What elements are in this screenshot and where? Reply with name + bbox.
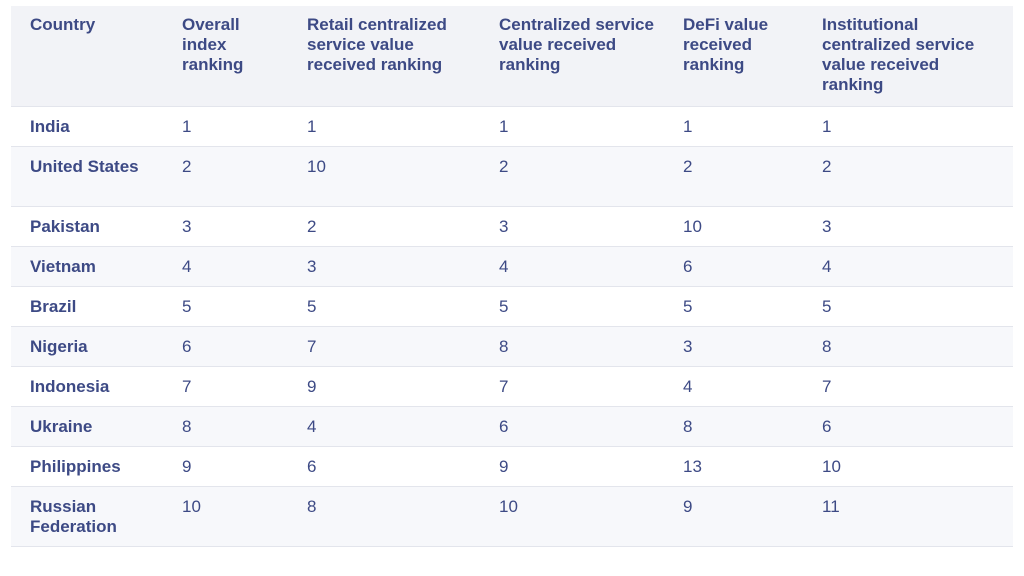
retail-rank-cell: 10 — [307, 156, 326, 176]
centralized-rank-cell: 4 — [499, 256, 509, 276]
institutional-rank-cell: 5 — [822, 296, 832, 316]
country-cell: Russian Federation — [30, 496, 117, 536]
retail-rank-cell: 5 — [307, 296, 317, 316]
retail-rank-cell: 4 — [307, 416, 317, 436]
centralized-rank-cell: 7 — [499, 376, 509, 396]
overall-rank-cell: 3 — [182, 216, 192, 236]
centralized-rank-cell: 10 — [499, 496, 518, 516]
retail-rank-cell: 8 — [307, 496, 317, 516]
overall-rank-cell: 1 — [182, 116, 192, 136]
header-retail-centralized-ranking: Retail centralized service value receive… — [288, 6, 480, 107]
overall-rank-cell: 2 — [182, 156, 192, 176]
country-ranking-table: Country Overall index ranking Retail cen… — [11, 6, 1013, 547]
header-country: Country — [11, 6, 163, 107]
institutional-rank-cell: 3 — [822, 216, 832, 236]
ranking-table-container: Country Overall index ranking Retail cen… — [11, 6, 1013, 547]
defi-rank-cell: 3 — [683, 336, 693, 356]
retail-rank-cell: 6 — [307, 456, 317, 476]
retail-rank-cell: 2 — [307, 216, 317, 236]
overall-rank-cell: 9 — [182, 456, 192, 476]
table-header: Country Overall index ranking Retail cen… — [11, 6, 1013, 107]
table-row: Indonesia 7 9 7 4 7 — [11, 366, 1013, 406]
table-row: Brazil 5 5 5 5 5 — [11, 286, 1013, 326]
header-defi-ranking: DeFi value received ranking — [664, 6, 803, 107]
centralized-rank-cell: 9 — [499, 456, 509, 476]
overall-rank-cell: 5 — [182, 296, 192, 316]
table-row: India 1 1 1 1 1 — [11, 106, 1013, 146]
retail-rank-cell: 7 — [307, 336, 317, 356]
country-cell: Philippines — [30, 456, 121, 476]
centralized-rank-cell: 2 — [499, 156, 509, 176]
overall-rank-cell: 8 — [182, 416, 192, 436]
centralized-rank-cell: 1 — [499, 116, 509, 136]
header-institutional-ranking: Institutional centralized service value … — [803, 6, 1013, 107]
defi-rank-cell: 6 — [683, 256, 693, 276]
country-cell: Pakistan — [30, 216, 100, 236]
retail-rank-cell: 1 — [307, 116, 317, 136]
header-overall-index-ranking: Overall index ranking — [163, 6, 288, 107]
country-cell: Brazil — [30, 296, 77, 316]
institutional-rank-cell: 11 — [822, 496, 840, 516]
overall-rank-cell: 7 — [182, 376, 192, 396]
table-row: Nigeria 6 7 8 3 8 — [11, 326, 1013, 366]
institutional-rank-cell: 8 — [822, 336, 832, 356]
header-row: Country Overall index ranking Retail cen… — [11, 6, 1013, 107]
centralized-rank-cell: 8 — [499, 336, 509, 356]
table-row: Philippines 9 6 9 13 10 — [11, 446, 1013, 486]
defi-rank-cell: 10 — [683, 216, 702, 236]
centralized-rank-cell: 5 — [499, 296, 509, 316]
institutional-rank-cell: 2 — [822, 156, 832, 176]
country-cell: Nigeria — [30, 336, 88, 356]
table-row: United States 2 10 2 2 2 — [11, 146, 1013, 206]
overall-rank-cell: 6 — [182, 336, 192, 356]
table-row: Vietnam 4 3 4 6 4 — [11, 246, 1013, 286]
overall-rank-cell: 4 — [182, 256, 192, 276]
institutional-rank-cell: 1 — [822, 116, 832, 136]
centralized-rank-cell: 3 — [499, 216, 509, 236]
retail-rank-cell: 9 — [307, 376, 317, 396]
country-cell: United States — [30, 156, 139, 176]
defi-rank-cell: 13 — [683, 456, 702, 476]
table-row: Russian Federation 10 8 10 9 11 — [11, 486, 1013, 546]
country-cell: India — [30, 116, 70, 136]
defi-rank-cell: 4 — [683, 376, 693, 396]
defi-rank-cell: 2 — [683, 156, 693, 176]
table-row: Pakistan 3 2 3 10 3 — [11, 206, 1013, 246]
country-cell: Ukraine — [30, 416, 93, 436]
centralized-rank-cell: 6 — [499, 416, 509, 436]
institutional-rank-cell: 7 — [822, 376, 832, 396]
defi-rank-cell: 1 — [683, 116, 693, 136]
institutional-rank-cell: 4 — [822, 256, 832, 276]
country-cell: Indonesia — [30, 376, 110, 396]
country-cell: Vietnam — [30, 256, 96, 276]
table-body: India 1 1 1 1 1 United States 2 10 2 2 2… — [11, 106, 1013, 546]
defi-rank-cell: 9 — [683, 496, 693, 516]
defi-rank-cell: 8 — [683, 416, 693, 436]
header-centralized-ranking: Centralized service value received ranki… — [480, 6, 664, 107]
overall-rank-cell: 10 — [182, 496, 201, 516]
retail-rank-cell: 3 — [307, 256, 317, 276]
defi-rank-cell: 5 — [683, 296, 693, 316]
institutional-rank-cell: 6 — [822, 416, 832, 436]
institutional-rank-cell: 10 — [822, 456, 841, 476]
table-row: Ukraine 8 4 6 8 6 — [11, 406, 1013, 446]
